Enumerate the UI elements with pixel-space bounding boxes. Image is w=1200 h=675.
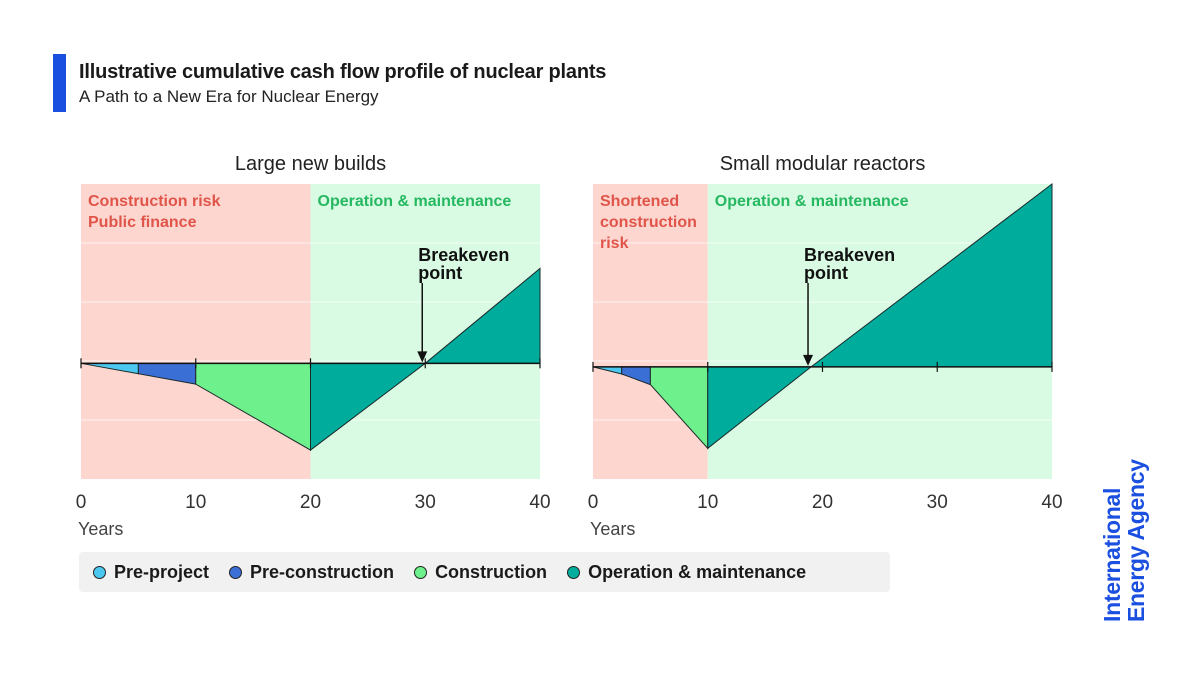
title-accent-bar [53, 54, 66, 112]
legend-item-pre-project: Pre-project [93, 562, 209, 583]
breakeven-annotation: Breakeven point [418, 245, 509, 283]
breakeven-arrow-head [417, 351, 428, 363]
phase-label-line: Construction risk [88, 193, 221, 210]
breakeven-annotation-line: Breakeven [418, 245, 509, 265]
phase-label-om: Operation & maintenance [715, 193, 909, 210]
phase-label-line: Operation & maintenance [318, 193, 512, 210]
x-tick-label: 0 [588, 492, 599, 513]
x-axis-label: Years [78, 519, 123, 539]
x-tick-label: 30 [927, 492, 948, 513]
phase-label-line: risk [600, 235, 629, 252]
breakeven-annotation-line: point [418, 263, 462, 283]
panel-title: Large new builds [235, 153, 386, 175]
phase-label-om: Operation & maintenance [318, 193, 512, 210]
legend: Pre-project Pre-construction Constructio… [79, 552, 890, 592]
iea-logo: International Energy Agency [1099, 459, 1149, 622]
phase-label-line: Operation & maintenance [715, 193, 909, 210]
breakeven-annotation-line: point [804, 263, 848, 283]
x-tick-label: 40 [529, 492, 550, 513]
chart-panel-2: Shortened construction risk Operation & mai… [588, 153, 1063, 539]
legend-swatch-pre-construction [229, 565, 243, 579]
legend-item-construction: Construction [414, 562, 547, 583]
panel-title: Small modular reactors [720, 153, 926, 175]
x-tick-label: 10 [185, 492, 206, 513]
legend-item-operation: Operation & maintenance [567, 562, 806, 583]
x-tick-label: 20 [812, 492, 833, 513]
phase-background-risk [81, 184, 311, 479]
x-tick-label: 20 [300, 492, 321, 513]
x-tick-label: 0 [76, 492, 87, 513]
chart-subtitle: A Path to a New Era for Nuclear Energy [79, 87, 379, 106]
brand-line-2: Energy Agency [1123, 459, 1149, 622]
breakeven-annotation-line: Breakeven [804, 245, 895, 265]
legend-label-operation: Operation & maintenance [588, 561, 807, 582]
legend-label-construction: Construction [435, 561, 548, 582]
legend-item-pre-construction: Pre-construction [229, 562, 394, 583]
legend-label-pre-construction: Pre-construction [250, 561, 395, 582]
phase-label-line: Shortened [600, 193, 679, 210]
x-tick-label: 10 [697, 492, 718, 513]
legend-swatch-construction [414, 565, 428, 579]
legend-swatch-pre-project [93, 565, 106, 579]
phase-background-risk [593, 184, 708, 479]
x-tick-label: 40 [1041, 492, 1062, 513]
phase-label-risk: Shortened construction risk [600, 193, 697, 252]
phase-label-line: construction [600, 214, 697, 231]
phase-label-risk: Construction risk Public finance [88, 193, 221, 231]
breakeven-arrow-head [803, 354, 814, 366]
chart-title: Illustrative cumulative cash flow profil… [79, 61, 607, 83]
breakeven-annotation: Breakeven point [804, 245, 895, 283]
legend-swatch-operation [567, 565, 581, 579]
phase-label-line: Public finance [88, 214, 197, 231]
chart-panel-1: Construction risk Public finance Operation… [76, 153, 551, 539]
legend-label-pre-project: Pre-project [114, 561, 210, 582]
brand-line-1: International [1099, 487, 1125, 622]
x-axis-label: Years [590, 519, 635, 539]
x-tick-label: 30 [415, 492, 436, 513]
